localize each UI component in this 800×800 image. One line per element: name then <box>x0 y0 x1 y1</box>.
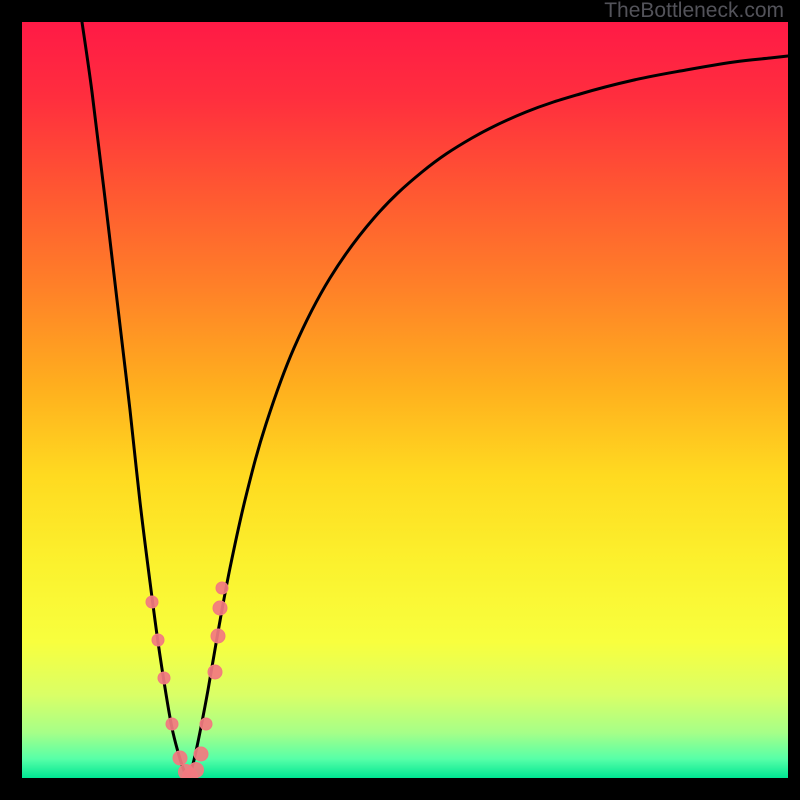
plot-border <box>0 0 800 800</box>
chart-container: TheBottleneck.com <box>0 0 800 800</box>
watermark-text: TheBottleneck.com <box>604 0 784 23</box>
